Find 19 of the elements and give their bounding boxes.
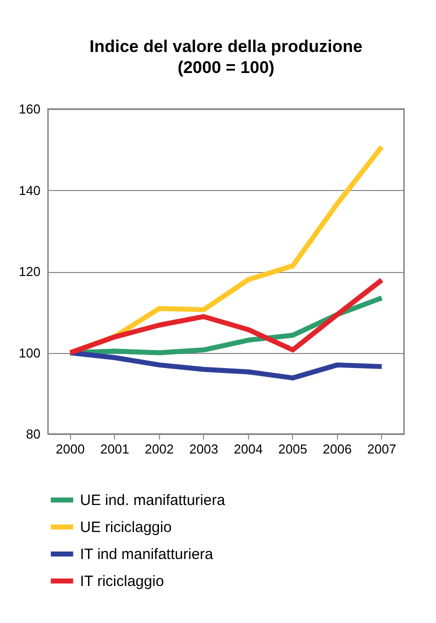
legend-label: IT ind manifatturiera [80, 546, 214, 563]
legend-label: IT riciclaggio [80, 573, 164, 590]
x-tick-label: 2006 [322, 442, 352, 456]
y-tick-label: 160 [18, 102, 40, 116]
y-tick-label: 80 [26, 426, 40, 442]
x-tick-label: 2005 [278, 442, 308, 456]
y-tick-label: 140 [18, 182, 40, 198]
legend-label: UE riciclaggio [80, 519, 172, 536]
x-tick-label: 2002 [144, 442, 174, 456]
legend-label: UE ind. manifatturiera [80, 492, 226, 509]
x-tick-label: 2003 [189, 442, 218, 456]
x-tick-label: 2004 [234, 442, 263, 456]
x-tick-label: 2000 [56, 442, 85, 456]
y-tick-label: 120 [18, 264, 40, 279]
y-tick-label: 100 [18, 345, 40, 360]
x-tick-label: 2007 [367, 442, 396, 456]
x-tick-label: 2001 [100, 442, 130, 456]
chart-title: Indice del valore della produzione [89, 37, 363, 56]
chart-subtitle: (2000 = 100) [178, 58, 274, 77]
